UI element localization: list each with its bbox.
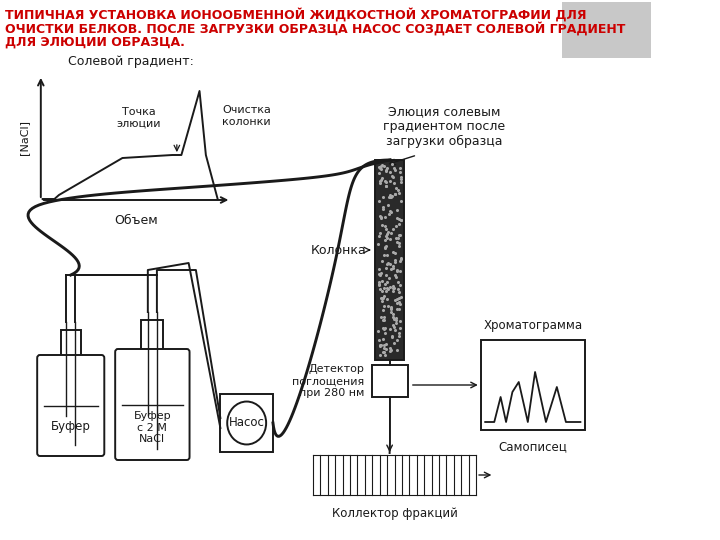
Text: ДЛЯ ЭЛЮЦИИ ОБРАЗЦА.: ДЛЯ ЭЛЮЦИИ ОБРАЗЦА. — [6, 36, 185, 49]
Bar — [481, 340, 585, 430]
Text: Очистка
колонки: Очистка колонки — [222, 105, 271, 126]
Text: Самописец: Самописец — [498, 440, 567, 453]
Text: Коллектор фракций: Коллектор фракций — [332, 507, 457, 520]
Bar — [141, 320, 163, 352]
Text: ОЧИСТКИ БЕЛКОВ. ПОСЛЕ ЗАГРУЗКИ ОБРАЗЦА НАСОС СОЗДАЕТ СОЛЕВОЙ ГРАДИЕНТ: ОЧИСТКИ БЕЛКОВ. ПОСЛЕ ЗАГРУЗКИ ОБРАЗЦА Н… — [6, 22, 626, 36]
Bar — [60, 330, 81, 358]
Text: Буфер
с 2 М
NaCl: Буфер с 2 М NaCl — [133, 411, 171, 444]
Text: Детектор
поглощения
при 280 нм: Детектор поглощения при 280 нм — [292, 364, 364, 397]
Text: Элюция солевым
градиентом после
загрузки образца: Элюция солевым градиентом после загрузки… — [383, 105, 505, 148]
Text: Точка
элюции: Точка элюции — [117, 107, 161, 129]
Text: ТИПИЧНАЯ УСТАНОВКА ИОНООБМЕННОЙ ЖИДКОСТНОЙ ХРОМАТОГРАФИИ ДЛЯ: ТИПИЧНАЯ УСТАНОВКА ИОНООБМЕННОЙ ЖИДКОСТН… — [6, 8, 587, 22]
Bar — [372, 365, 408, 397]
Bar — [220, 394, 273, 452]
Bar — [562, 2, 651, 58]
Circle shape — [228, 402, 266, 444]
Text: Насос: Насос — [229, 416, 265, 429]
Text: [NaCl]: [NaCl] — [19, 120, 30, 155]
Text: Буфер: Буфер — [51, 420, 91, 433]
Text: Объем: Объем — [114, 214, 158, 227]
FancyBboxPatch shape — [37, 355, 104, 456]
Text: Колонка: Колонка — [310, 244, 366, 256]
Bar — [375, 160, 405, 360]
Text: Хроматограмма: Хроматограмма — [483, 319, 582, 332]
Text: Солевой градиент:: Солевой градиент: — [68, 55, 194, 68]
FancyBboxPatch shape — [115, 349, 189, 460]
